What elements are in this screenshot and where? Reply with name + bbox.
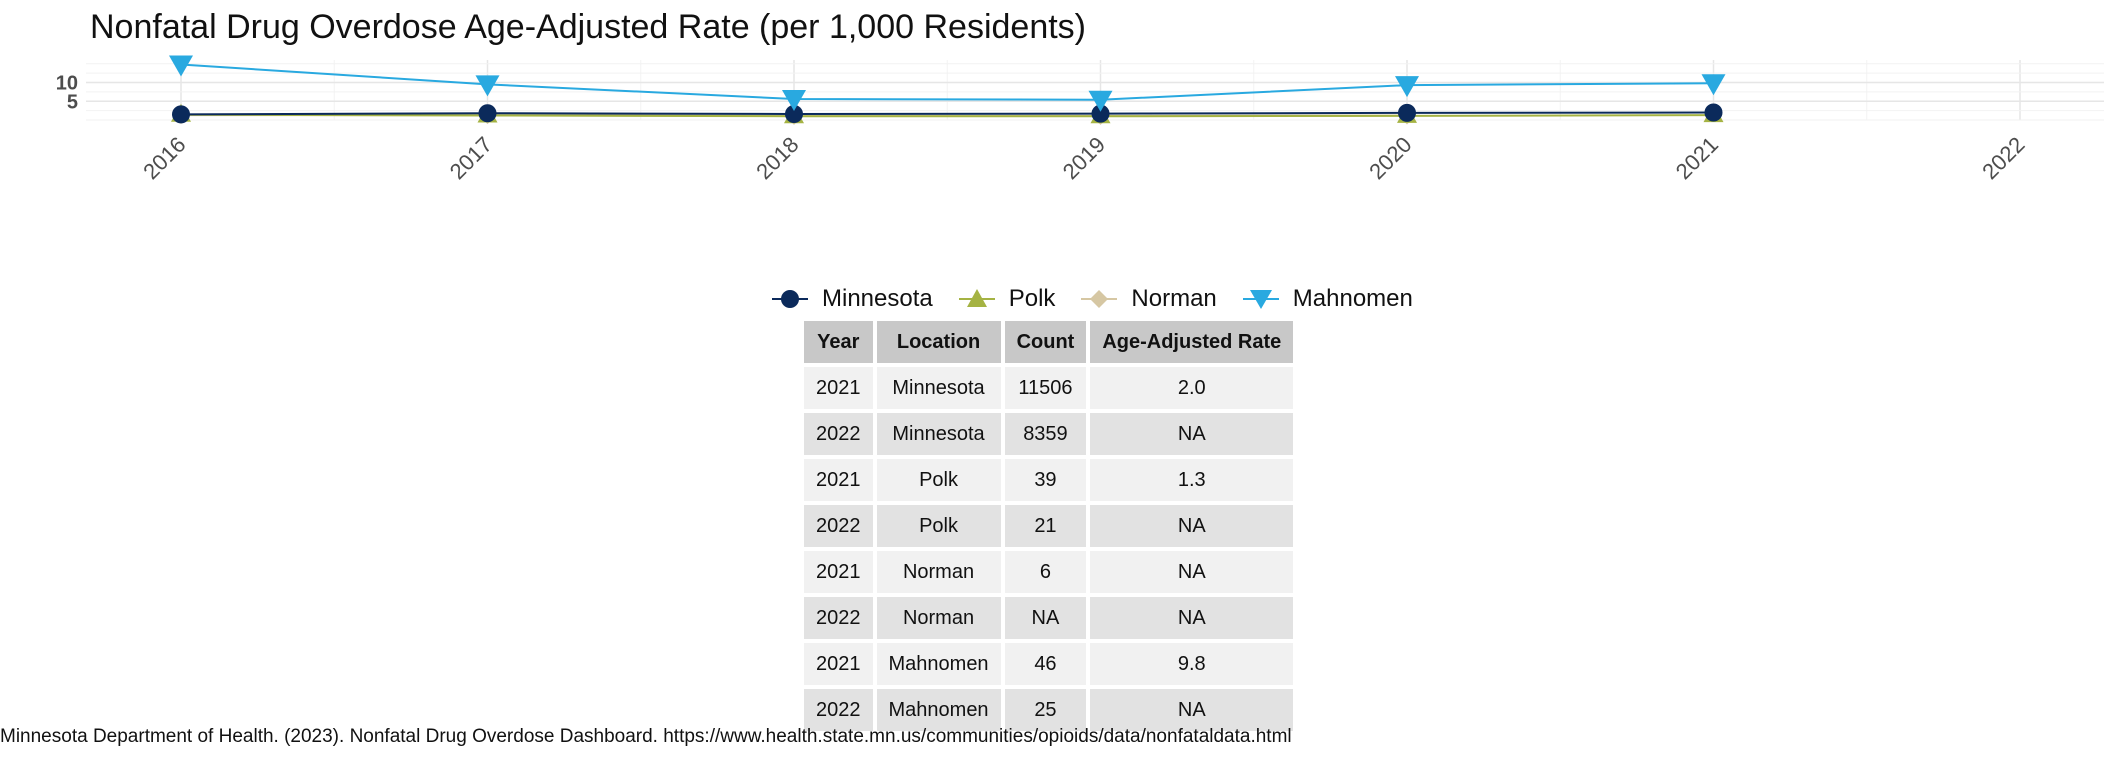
- cell-year: 2021: [804, 367, 873, 409]
- table-row: 2022 Minnesota 8359 NA: [804, 413, 1294, 455]
- series-line: [180, 111, 1714, 116]
- x-tick-label: 2021: [1671, 132, 1723, 184]
- cell-location: Mahnomen: [876, 689, 1001, 731]
- data-point-circle: [1704, 103, 1723, 122]
- cell-count: 25: [1004, 689, 1087, 731]
- axes: 510 2016 2017 2018 2019 2020 2021 2022: [56, 73, 2030, 185]
- cell-count: 6: [1004, 551, 1087, 593]
- circle-marker-icon: [772, 290, 808, 308]
- data-point-triangle-down: [475, 75, 500, 97]
- cell-location: Polk: [876, 505, 1001, 547]
- data-point-triangle-down: [1701, 74, 1726, 96]
- legend-item-minnesota: Minnesota: [770, 285, 933, 313]
- table-row: 2021 Norman 6 NA: [804, 551, 1294, 593]
- cell-year: 2021: [804, 643, 873, 685]
- data-point-triangle-down: [169, 55, 193, 77]
- data-point-triangle-down: [782, 90, 806, 111]
- series-mahnomen: [169, 55, 1726, 112]
- cell-year: 2022: [804, 505, 873, 547]
- chart-title: Nonfatal Drug Overdose Age-Adjusted Rate…: [90, 8, 1086, 46]
- table-row: 2022 Mahnomen 25 NA: [804, 689, 1294, 731]
- cell-rate: NA: [1090, 551, 1294, 593]
- column-header-year: Year: [804, 321, 873, 363]
- cell-year: 2022: [804, 597, 873, 639]
- series-line: [180, 113, 1714, 118]
- cell-rate: NA: [1090, 689, 1294, 731]
- cell-count: 8359: [1004, 413, 1087, 455]
- cell-location: Norman: [876, 597, 1001, 639]
- cell-count: 39: [1004, 459, 1087, 501]
- x-tick-label: 2018: [751, 132, 803, 184]
- data-point-triangle-down: [1395, 76, 1419, 98]
- series-line: [180, 63, 1714, 101]
- x-tick-label: 2020: [1364, 132, 1416, 184]
- table-row: 2022 Polk 21 NA: [804, 505, 1294, 547]
- cell-location: Norman: [876, 551, 1001, 593]
- data-point-circle: [478, 104, 497, 123]
- triangle-down-marker-icon: [1242, 290, 1279, 309]
- cell-rate: 9.8: [1090, 643, 1294, 685]
- x-tick-label: 2016: [138, 132, 190, 184]
- line-chart: 510 2016 2017 2018 2019 2020 2021 2022: [56, 55, 2104, 185]
- x-tick-label: 2019: [1058, 132, 1110, 184]
- data-point-circle: [1091, 104, 1110, 123]
- cell-rate: NA: [1090, 505, 1294, 547]
- cell-rate: NA: [1090, 413, 1294, 455]
- column-header-location: Location: [876, 321, 1001, 363]
- cell-count: 11506: [1004, 367, 1087, 409]
- data-point-triangle-down: [1088, 90, 1113, 112]
- cell-year: 2022: [804, 689, 873, 731]
- legend-item-mahnomen: Mahnomen: [1241, 285, 1413, 313]
- cell-count: 21: [1004, 505, 1087, 547]
- series-minnesota: [172, 103, 1723, 124]
- cell-location: Minnesota: [876, 367, 1001, 409]
- legend-item-polk: Polk: [957, 285, 1056, 313]
- cell-rate: NA: [1090, 597, 1294, 639]
- data-point-circle: [172, 105, 190, 124]
- table-row: 2021 Mahnomen 46 9.8: [804, 643, 1294, 685]
- x-tick-label: 2017: [445, 132, 497, 184]
- y-tick-label: 5: [67, 91, 78, 113]
- legend-label: Polk: [1008, 285, 1056, 312]
- table-row: 2021 Minnesota 11506 2.0: [804, 367, 1294, 409]
- cell-rate: 1.3: [1090, 459, 1294, 501]
- chart-legend: Minnesota Polk Norman Mahnomen: [770, 284, 1437, 314]
- cell-year: 2022: [804, 413, 873, 455]
- cell-count: NA: [1004, 597, 1087, 639]
- table-header-row: Year Location Count Age-Adjusted Rate: [804, 321, 1294, 363]
- table-row: 2022 Norman NA NA: [804, 597, 1294, 639]
- cell-count: 46: [1004, 643, 1087, 685]
- y-tick-label: 10: [56, 73, 78, 95]
- cell-location: Mahnomen: [876, 643, 1001, 685]
- column-header-rate: Age-Adjusted Rate: [1090, 321, 1294, 363]
- cell-year: 2021: [804, 551, 873, 593]
- triangle-up-marker-icon: [958, 289, 995, 307]
- source-citation: Minnesota Department of Health. (2023). …: [0, 726, 1292, 747]
- data-point-circle: [785, 105, 803, 123]
- cell-rate: 2.0: [1090, 367, 1294, 409]
- legend-label: Minnesota: [822, 285, 933, 312]
- cell-location: Polk: [876, 459, 1001, 501]
- x-tick-label: 2022: [1977, 132, 2029, 184]
- legend-label: Norman: [1131, 285, 1217, 312]
- data-point-circle: [1398, 103, 1416, 122]
- column-header-count: Count: [1004, 321, 1087, 363]
- data-series: [169, 55, 1726, 125]
- cell-location: Minnesota: [876, 413, 1001, 455]
- legend-label: Mahnomen: [1292, 285, 1413, 312]
- cell-year: 2021: [804, 459, 873, 501]
- table-row: 2021 Polk 39 1.3: [804, 459, 1294, 501]
- legend-item-norman: Norman: [1079, 285, 1217, 313]
- data-table: Year Location Count Age-Adjusted Rate 20…: [800, 317, 1297, 735]
- diamond-marker-icon: [1081, 290, 1118, 308]
